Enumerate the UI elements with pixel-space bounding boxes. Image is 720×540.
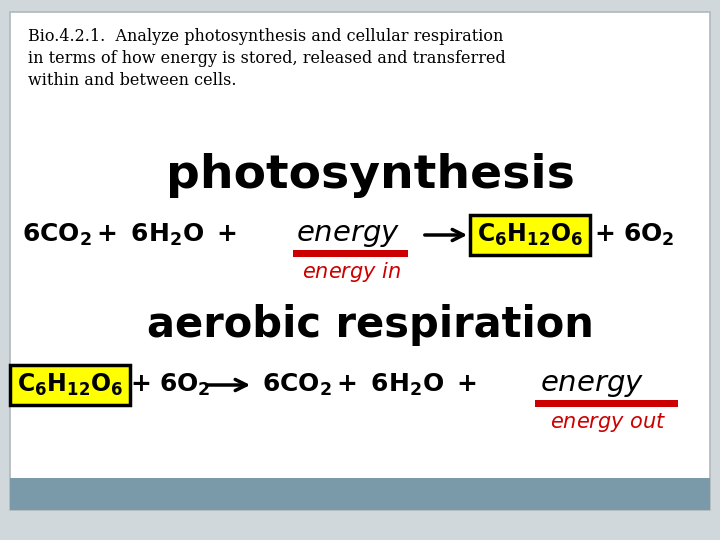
Bar: [10, 478, 710, 510]
Text: $\mathit{energy}$: $\mathit{energy}$: [540, 371, 644, 399]
Text: $\mathbf{C_6H_{12}O_6}$: $\mathbf{C_6H_{12}O_6}$: [477, 222, 583, 248]
Text: aerobic respiration: aerobic respiration: [147, 304, 593, 346]
Text: Bio.4.2.1.  Analyze photosynthesis and cellular respiration: Bio.4.2.1. Analyze photosynthesis and ce…: [28, 28, 503, 45]
Text: photosynthesis: photosynthesis: [166, 152, 575, 198]
Text: $\mathit{energy\ in}$: $\mathit{energy\ in}$: [302, 260, 402, 284]
Text: $\mathbf{6CO_2 + \ 6H_2O \ +}$: $\mathbf{6CO_2 + \ 6H_2O \ +}$: [262, 372, 477, 398]
Text: within and between cells.: within and between cells.: [28, 72, 236, 89]
Text: in terms of how energy is stored, released and transferred: in terms of how energy is stored, releas…: [28, 50, 505, 67]
Bar: [535, 400, 678, 407]
Text: $\mathit{energy\ out}$: $\mathit{energy\ out}$: [549, 410, 666, 434]
Bar: [293, 250, 408, 257]
Text: $\mathit{energy}$: $\mathit{energy}$: [296, 221, 400, 249]
Text: $\mathbf{C_6H_{12}O_6}$: $\mathbf{C_6H_{12}O_6}$: [17, 372, 123, 398]
Text: $\mathbf{+ \ 6O_2}$: $\mathbf{+ \ 6O_2}$: [594, 222, 675, 248]
Text: $\mathbf{6CO_2 + \ 6H_2O \ + \ }$: $\mathbf{6CO_2 + \ 6H_2O \ + \ }$: [22, 222, 237, 248]
Text: $\mathbf{+ \ 6O_2}$: $\mathbf{+ \ 6O_2}$: [130, 372, 210, 398]
